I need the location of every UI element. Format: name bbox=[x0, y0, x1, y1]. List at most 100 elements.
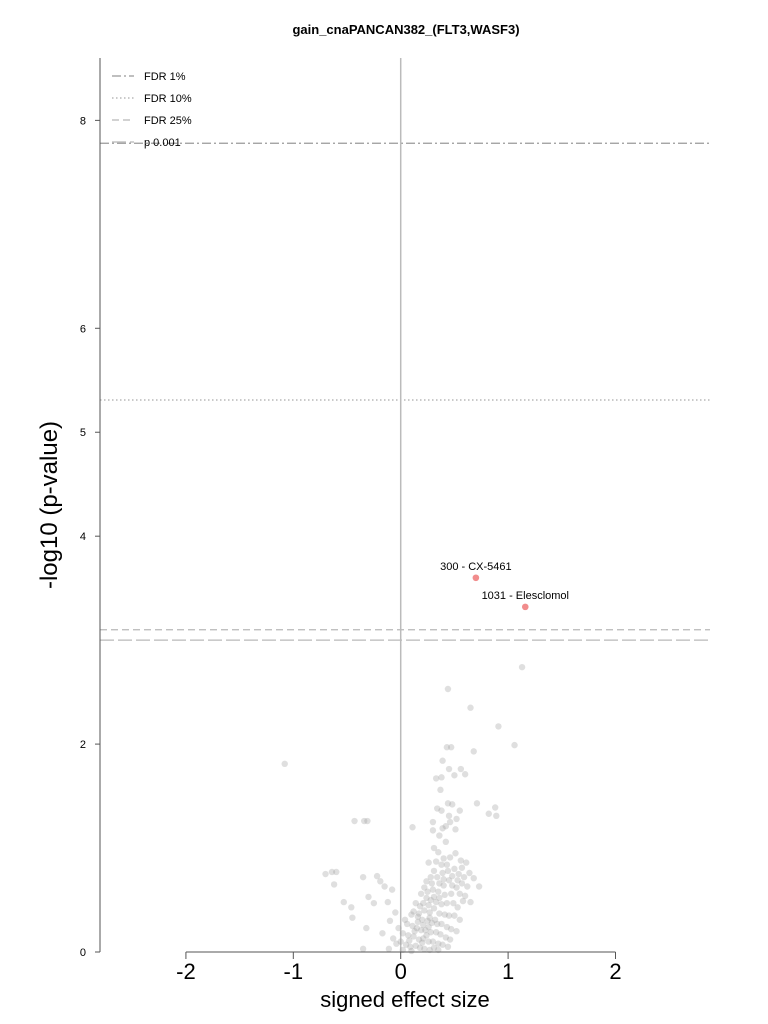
data-point bbox=[409, 824, 416, 831]
data-point bbox=[425, 938, 432, 945]
data-point bbox=[410, 933, 417, 940]
data-point bbox=[446, 818, 454, 826]
highlight-point bbox=[472, 574, 480, 582]
data-point bbox=[432, 929, 440, 936]
data-point bbox=[425, 859, 432, 866]
data-point bbox=[411, 928, 418, 935]
data-point bbox=[388, 886, 396, 893]
data-point bbox=[473, 800, 481, 807]
data-point bbox=[456, 916, 463, 923]
x-axis: -2 -1 0 1 2 bbox=[176, 951, 622, 984]
data-point bbox=[461, 771, 469, 778]
data-point bbox=[450, 899, 457, 907]
data-point bbox=[418, 916, 426, 923]
data-point bbox=[430, 867, 438, 875]
data-point bbox=[438, 807, 445, 814]
data-point bbox=[442, 823, 450, 830]
data-point bbox=[364, 817, 371, 825]
data-point bbox=[426, 914, 433, 921]
data-point bbox=[456, 890, 463, 897]
data-point bbox=[485, 810, 492, 817]
data-point bbox=[440, 882, 447, 889]
data-point bbox=[423, 894, 430, 902]
highlight-label: 300 - CX-5461 bbox=[440, 561, 512, 573]
data-point bbox=[359, 945, 367, 953]
data-point bbox=[415, 910, 423, 917]
data-point bbox=[427, 896, 434, 904]
data-point bbox=[475, 883, 483, 890]
data-point bbox=[427, 929, 434, 936]
data-point bbox=[359, 873, 367, 881]
data-point bbox=[417, 890, 425, 897]
legend-label: FDR 10% bbox=[144, 93, 192, 105]
x-tick-label: 2 bbox=[609, 959, 621, 984]
data-point bbox=[441, 891, 448, 899]
data-point bbox=[443, 744, 451, 751]
data-point bbox=[417, 926, 425, 934]
legend: FDR 1% FDR 10% FDR 25% p 0.001 bbox=[112, 71, 192, 149]
data-point bbox=[445, 812, 453, 820]
data-point bbox=[439, 941, 446, 948]
threshold-lines bbox=[100, 142, 710, 641]
data-point bbox=[429, 827, 437, 834]
data-point bbox=[444, 867, 452, 875]
data-point bbox=[443, 923, 451, 931]
data-point bbox=[431, 916, 439, 923]
data-point bbox=[438, 774, 445, 781]
data-point bbox=[363, 924, 370, 932]
data-point bbox=[440, 855, 447, 862]
data-point bbox=[421, 907, 428, 914]
data-point bbox=[444, 685, 452, 693]
data-point bbox=[511, 741, 518, 749]
data-point bbox=[436, 832, 443, 839]
data-point bbox=[470, 748, 477, 755]
data-point bbox=[281, 760, 288, 768]
data-point bbox=[333, 868, 340, 876]
data-point bbox=[407, 943, 414, 951]
data-point bbox=[436, 910, 443, 917]
data-point bbox=[438, 861, 445, 868]
data-point bbox=[438, 900, 445, 908]
data-point bbox=[449, 872, 456, 880]
data-point bbox=[454, 877, 461, 884]
data-point bbox=[456, 807, 463, 814]
data-point bbox=[467, 704, 474, 711]
data-point bbox=[416, 903, 424, 910]
data-point bbox=[466, 869, 473, 877]
data-point bbox=[415, 936, 423, 943]
data-point bbox=[467, 898, 474, 906]
data-point bbox=[445, 765, 453, 773]
data-point bbox=[442, 934, 450, 941]
data-point bbox=[453, 815, 460, 823]
data-point bbox=[438, 920, 445, 928]
data-point bbox=[435, 940, 442, 947]
data-point bbox=[395, 924, 402, 932]
data-point bbox=[428, 919, 436, 927]
data-point bbox=[446, 854, 454, 861]
data-point bbox=[439, 825, 446, 832]
data-point bbox=[492, 804, 499, 811]
data-point bbox=[461, 892, 469, 900]
y-tick-label: 0 bbox=[80, 947, 86, 959]
data-point bbox=[414, 913, 422, 920]
data-point bbox=[340, 898, 347, 906]
data-point bbox=[432, 858, 440, 865]
data-point bbox=[449, 882, 456, 889]
data-point bbox=[408, 947, 415, 955]
data-point bbox=[385, 945, 393, 953]
data-point bbox=[424, 917, 431, 925]
highlight-point bbox=[521, 603, 529, 611]
data-point bbox=[373, 872, 381, 880]
data-point bbox=[493, 812, 500, 820]
data-point bbox=[403, 920, 411, 928]
data-point bbox=[434, 920, 441, 928]
data-point bbox=[402, 941, 410, 948]
data-point bbox=[449, 801, 456, 808]
data-point bbox=[447, 890, 455, 897]
data-point bbox=[330, 881, 338, 888]
data-point bbox=[420, 921, 427, 929]
data-point bbox=[451, 912, 458, 919]
y-tick-label: 8 bbox=[80, 115, 86, 127]
data-point bbox=[457, 857, 465, 864]
